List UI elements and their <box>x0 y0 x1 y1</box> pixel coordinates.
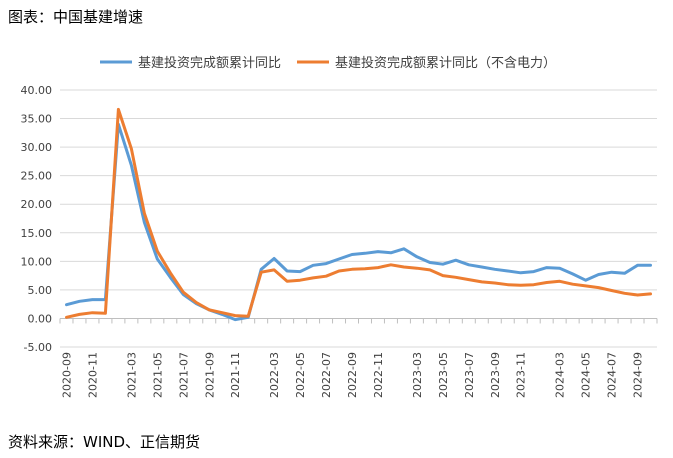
legend-label-1: 基建投资完成额累计同比 <box>138 55 281 71</box>
y-axis-ticks: -5.00 0.00 5.00 10.00 15.00 20.00 25.00 30.00 35… <box>21 84 53 354</box>
x-tick-label: 2023-09 <box>489 352 502 398</box>
x-tick-label: 2023-05 <box>437 352 450 398</box>
series-line-2 <box>65 107 652 319</box>
gridlines <box>60 89 657 348</box>
x-tick-label: 2020-09 <box>60 352 73 398</box>
x-axis <box>59 317 658 324</box>
x-tick-label: 2020-11 <box>86 352 99 398</box>
x-tick-label: 2023-03 <box>411 352 424 398</box>
y-tick-label: 35.00 <box>21 113 53 126</box>
y-tick-label: 10.00 <box>21 255 53 268</box>
series-lines <box>65 107 652 322</box>
x-tick-label: 2022-05 <box>294 352 307 398</box>
x-tick-label: 2023-11 <box>515 352 528 398</box>
y-tick-label: 5.00 <box>28 284 53 297</box>
x-tick-label: 2022-11 <box>372 352 385 398</box>
x-tick-label: 2024-05 <box>580 352 593 398</box>
x-tick-label: 2022-03 <box>268 352 281 398</box>
x-tick-label: 2024-09 <box>632 352 645 398</box>
figure-title: 图表：中国基建增速 <box>8 8 144 26</box>
x-tick-label: 2021-05 <box>151 352 164 398</box>
y-tick-label: 15.00 <box>21 227 53 240</box>
y-tick-label: -5.00 <box>24 341 52 354</box>
x-tick-label: 2021-03 <box>125 352 138 398</box>
legend: 基建投资完成额累计同比 基建投资完成额累计同比（不含电力） <box>100 55 556 71</box>
series-line-1 <box>65 122 652 322</box>
x-tick-label: 2024-03 <box>554 352 567 398</box>
x-tick-label: 2021-11 <box>229 352 242 398</box>
x-tick-label: 2021-09 <box>203 352 216 398</box>
x-tick-label: 2024-07 <box>606 352 619 398</box>
source-note: 资料来源：WIND、正信期货 <box>8 433 201 451</box>
y-tick-label: 20.00 <box>21 198 53 211</box>
x-tick-label: 2022-09 <box>346 352 359 398</box>
y-tick-label: 40.00 <box>21 84 53 97</box>
y-tick-label: 30.00 <box>21 141 53 154</box>
legend-label-2: 基建投资完成额累计同比（不含电力） <box>335 55 556 71</box>
x-tick-label: 2021-07 <box>177 352 190 398</box>
x-tick-label: 2023-07 <box>463 352 476 398</box>
x-axis-ticks: 2020-09 2020-11 2021-03 2021-05 2021-07 2021-… <box>60 352 644 398</box>
y-tick-label: 0.00 <box>28 312 53 325</box>
x-tick-label: 2022-07 <box>320 352 333 398</box>
y-tick-label: 25.00 <box>21 170 53 183</box>
